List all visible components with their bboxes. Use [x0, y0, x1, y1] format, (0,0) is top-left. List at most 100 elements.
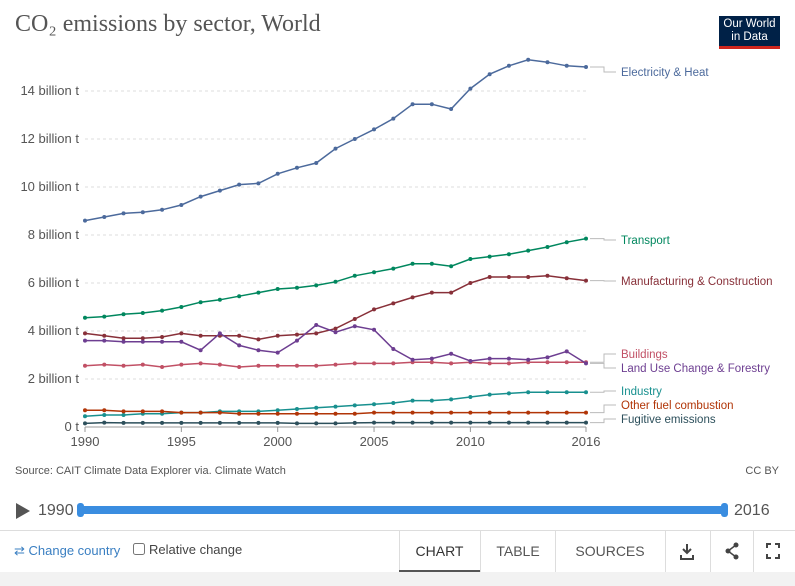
data-point: [275, 350, 280, 355]
data-point: [564, 240, 569, 245]
data-point: [564, 276, 569, 281]
data-point: [256, 337, 261, 342]
data-point: [468, 410, 473, 415]
data-point: [237, 333, 242, 338]
series-label: Fugitive emissions: [621, 414, 716, 426]
data-point: [333, 146, 338, 151]
data-point: [584, 390, 588, 395]
data-point: [372, 307, 377, 312]
data-point: [352, 317, 357, 321]
x-tick-label: 2016: [572, 434, 601, 449]
data-point: [487, 420, 492, 425]
data-point: [140, 409, 145, 414]
data-point: [102, 362, 107, 367]
data-point: [391, 116, 396, 121]
data-point: [121, 211, 126, 216]
data-point: [314, 323, 319, 327]
data-point: [237, 365, 242, 369]
tab-chart[interactable]: CHART: [399, 531, 480, 572]
data-point: [102, 314, 107, 319]
tab-sources[interactable]: SOURCES: [575, 543, 645, 559]
data-point: [160, 409, 165, 414]
data-point: [256, 290, 261, 295]
license-link[interactable]: CC BY: [745, 465, 779, 477]
data-point: [410, 410, 415, 415]
relative-change-toggle[interactable]: Relative change: [133, 542, 242, 557]
data-point: [429, 102, 434, 107]
data-point: [487, 72, 492, 77]
data-point: [352, 411, 357, 416]
timeline-end-handle[interactable]: [721, 503, 728, 517]
share-icon[interactable]: [713, 531, 751, 572]
data-point: [333, 421, 338, 426]
y-tick-label: 12 billion t: [20, 131, 79, 146]
data-point: [314, 405, 319, 410]
series-line-1: [84, 237, 587, 319]
data-point: [372, 420, 377, 425]
timeline-track[interactable]: [80, 506, 728, 514]
data-point: [160, 365, 165, 369]
data-point: [584, 278, 588, 283]
logo-line-1: Our World: [723, 18, 776, 30]
relative-change-checkbox[interactable]: [133, 543, 145, 555]
y-tick-label: 14 billion t: [20, 83, 79, 98]
data-point: [198, 420, 203, 425]
x-tick-label: 2000: [263, 434, 292, 449]
data-point: [83, 408, 87, 413]
data-point: [564, 420, 569, 425]
divider: [665, 531, 666, 572]
data-point: [314, 363, 319, 368]
data-point: [217, 420, 222, 425]
download-icon[interactable]: [668, 531, 706, 572]
data-point: [449, 107, 454, 111]
data-point: [198, 348, 203, 353]
data-point: [314, 161, 319, 165]
data-point: [179, 410, 184, 415]
data-point: [140, 210, 145, 215]
timeline-start-year: 1990: [38, 502, 74, 519]
data-point: [217, 410, 222, 415]
data-point: [275, 171, 280, 176]
data-point: [410, 357, 415, 362]
fullscreen-icon[interactable]: [754, 531, 792, 572]
data-point: [217, 331, 222, 336]
data-point: [487, 275, 492, 279]
data-point: [487, 392, 492, 397]
data-point: [160, 339, 165, 344]
data-point: [545, 273, 550, 278]
data-point: [468, 395, 473, 399]
timeline: 1990 2016: [0, 497, 795, 527]
data-point: [102, 413, 107, 417]
data-point: [294, 165, 299, 170]
data-point: [429, 360, 434, 365]
data-point: [506, 356, 511, 361]
data-point: [429, 420, 434, 425]
data-point: [352, 273, 357, 278]
data-point: [391, 266, 396, 271]
data-point: [564, 349, 569, 354]
data-point: [468, 420, 473, 425]
data-point: [83, 218, 87, 223]
data-point: [294, 332, 299, 337]
data-point: [314, 421, 319, 426]
change-country-link[interactable]: ⇄ Change country: [14, 543, 121, 558]
tab-table[interactable]: TABLE: [496, 543, 540, 559]
data-point: [545, 360, 550, 365]
timeline-start-handle[interactable]: [77, 503, 84, 517]
line-chart: 0 t 2 billion t 4 billion t 6 billion t 8 bi…: [20, 57, 773, 449]
data-point: [372, 127, 377, 132]
data-point: [506, 275, 511, 279]
label-connector: [590, 362, 616, 369]
play-icon[interactable]: [16, 503, 30, 519]
data-point: [140, 420, 145, 425]
y-tick-label: 0 t: [65, 419, 80, 434]
data-point: [160, 308, 165, 313]
owid-logo[interactable]: Our World in Data: [719, 16, 780, 49]
data-point: [83, 338, 87, 343]
data-point: [429, 261, 434, 266]
data-point: [237, 411, 242, 416]
data-point: [429, 398, 434, 403]
data-point: [121, 363, 126, 368]
data-point: [102, 408, 107, 413]
data-point: [526, 248, 531, 253]
